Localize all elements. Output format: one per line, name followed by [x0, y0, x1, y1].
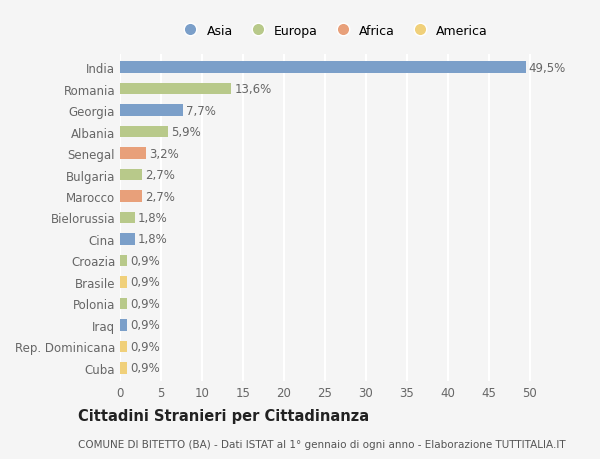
Text: 49,5%: 49,5% [529, 62, 566, 74]
Bar [120, 276, 127, 288]
Text: 0,9%: 0,9% [131, 297, 160, 310]
Text: 2,7%: 2,7% [145, 168, 175, 182]
Text: 13,6%: 13,6% [235, 83, 272, 96]
Bar [120, 105, 183, 117]
Bar [120, 84, 232, 95]
Text: 3,2%: 3,2% [149, 147, 179, 160]
Text: 1,8%: 1,8% [138, 212, 168, 224]
Bar [120, 341, 127, 353]
Text: 0,9%: 0,9% [131, 276, 160, 289]
Text: 0,9%: 0,9% [131, 254, 160, 268]
Legend: Asia, Europa, Africa, America: Asia, Europa, Africa, America [175, 22, 491, 40]
Text: 5,9%: 5,9% [172, 126, 202, 139]
Text: 2,7%: 2,7% [145, 190, 175, 203]
Bar [120, 126, 169, 138]
Text: Cittadini Stranieri per Cittadinanza: Cittadini Stranieri per Cittadinanza [78, 408, 369, 423]
Bar [120, 148, 146, 160]
Bar [120, 319, 127, 331]
Bar [120, 362, 127, 374]
Text: COMUNE DI BITETTO (BA) - Dati ISTAT al 1° gennaio di ogni anno - Elaborazione TU: COMUNE DI BITETTO (BA) - Dati ISTAT al 1… [78, 440, 566, 449]
Bar [120, 190, 142, 202]
Bar [120, 255, 127, 267]
Text: 7,7%: 7,7% [187, 104, 216, 118]
Bar [120, 169, 142, 181]
Text: 0,9%: 0,9% [131, 340, 160, 353]
Bar [120, 234, 135, 246]
Bar [120, 62, 526, 74]
Text: 0,9%: 0,9% [131, 319, 160, 332]
Text: 0,9%: 0,9% [131, 362, 160, 375]
Bar [120, 298, 127, 310]
Bar [120, 212, 135, 224]
Text: 1,8%: 1,8% [138, 233, 168, 246]
